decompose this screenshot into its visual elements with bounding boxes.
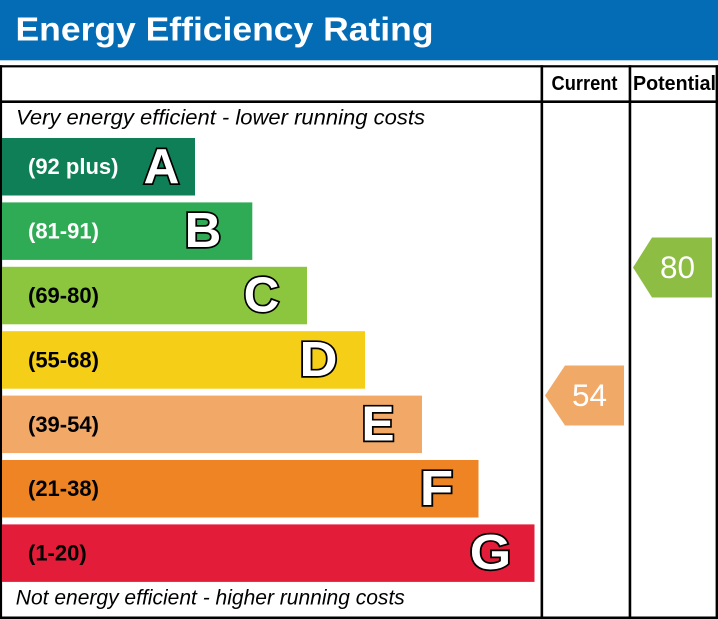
svg-text:E: E	[361, 396, 394, 451]
svg-text:Current: Current	[552, 73, 618, 95]
svg-text:F: F	[420, 461, 454, 516]
svg-text:(39-54): (39-54)	[28, 412, 99, 437]
svg-text:Not energy efficient - higher: Not energy efficient - higher running co…	[16, 586, 405, 610]
svg-text:(55-68): (55-68)	[28, 347, 99, 372]
svg-text:A: A	[144, 139, 180, 194]
svg-text:C: C	[244, 268, 280, 323]
svg-text:(69-80): (69-80)	[28, 283, 99, 308]
svg-text:(21-38): (21-38)	[28, 476, 99, 501]
svg-text:(1-20): (1-20)	[28, 541, 87, 566]
svg-text:D: D	[300, 332, 338, 387]
svg-text:80: 80	[660, 249, 695, 285]
svg-text:B: B	[185, 203, 222, 258]
svg-text:(92 plus): (92 plus)	[28, 154, 118, 179]
svg-text:Potential: Potential	[633, 73, 716, 95]
svg-text:G: G	[470, 525, 512, 580]
svg-text:(81-91): (81-91)	[28, 219, 99, 244]
svg-text:54: 54	[572, 377, 607, 413]
svg-text:Very energy efficient - lower: Very energy efficient - lower running co…	[16, 106, 425, 130]
svg-text:Energy Efficiency Rating: Energy Efficiency Rating	[16, 10, 434, 47]
